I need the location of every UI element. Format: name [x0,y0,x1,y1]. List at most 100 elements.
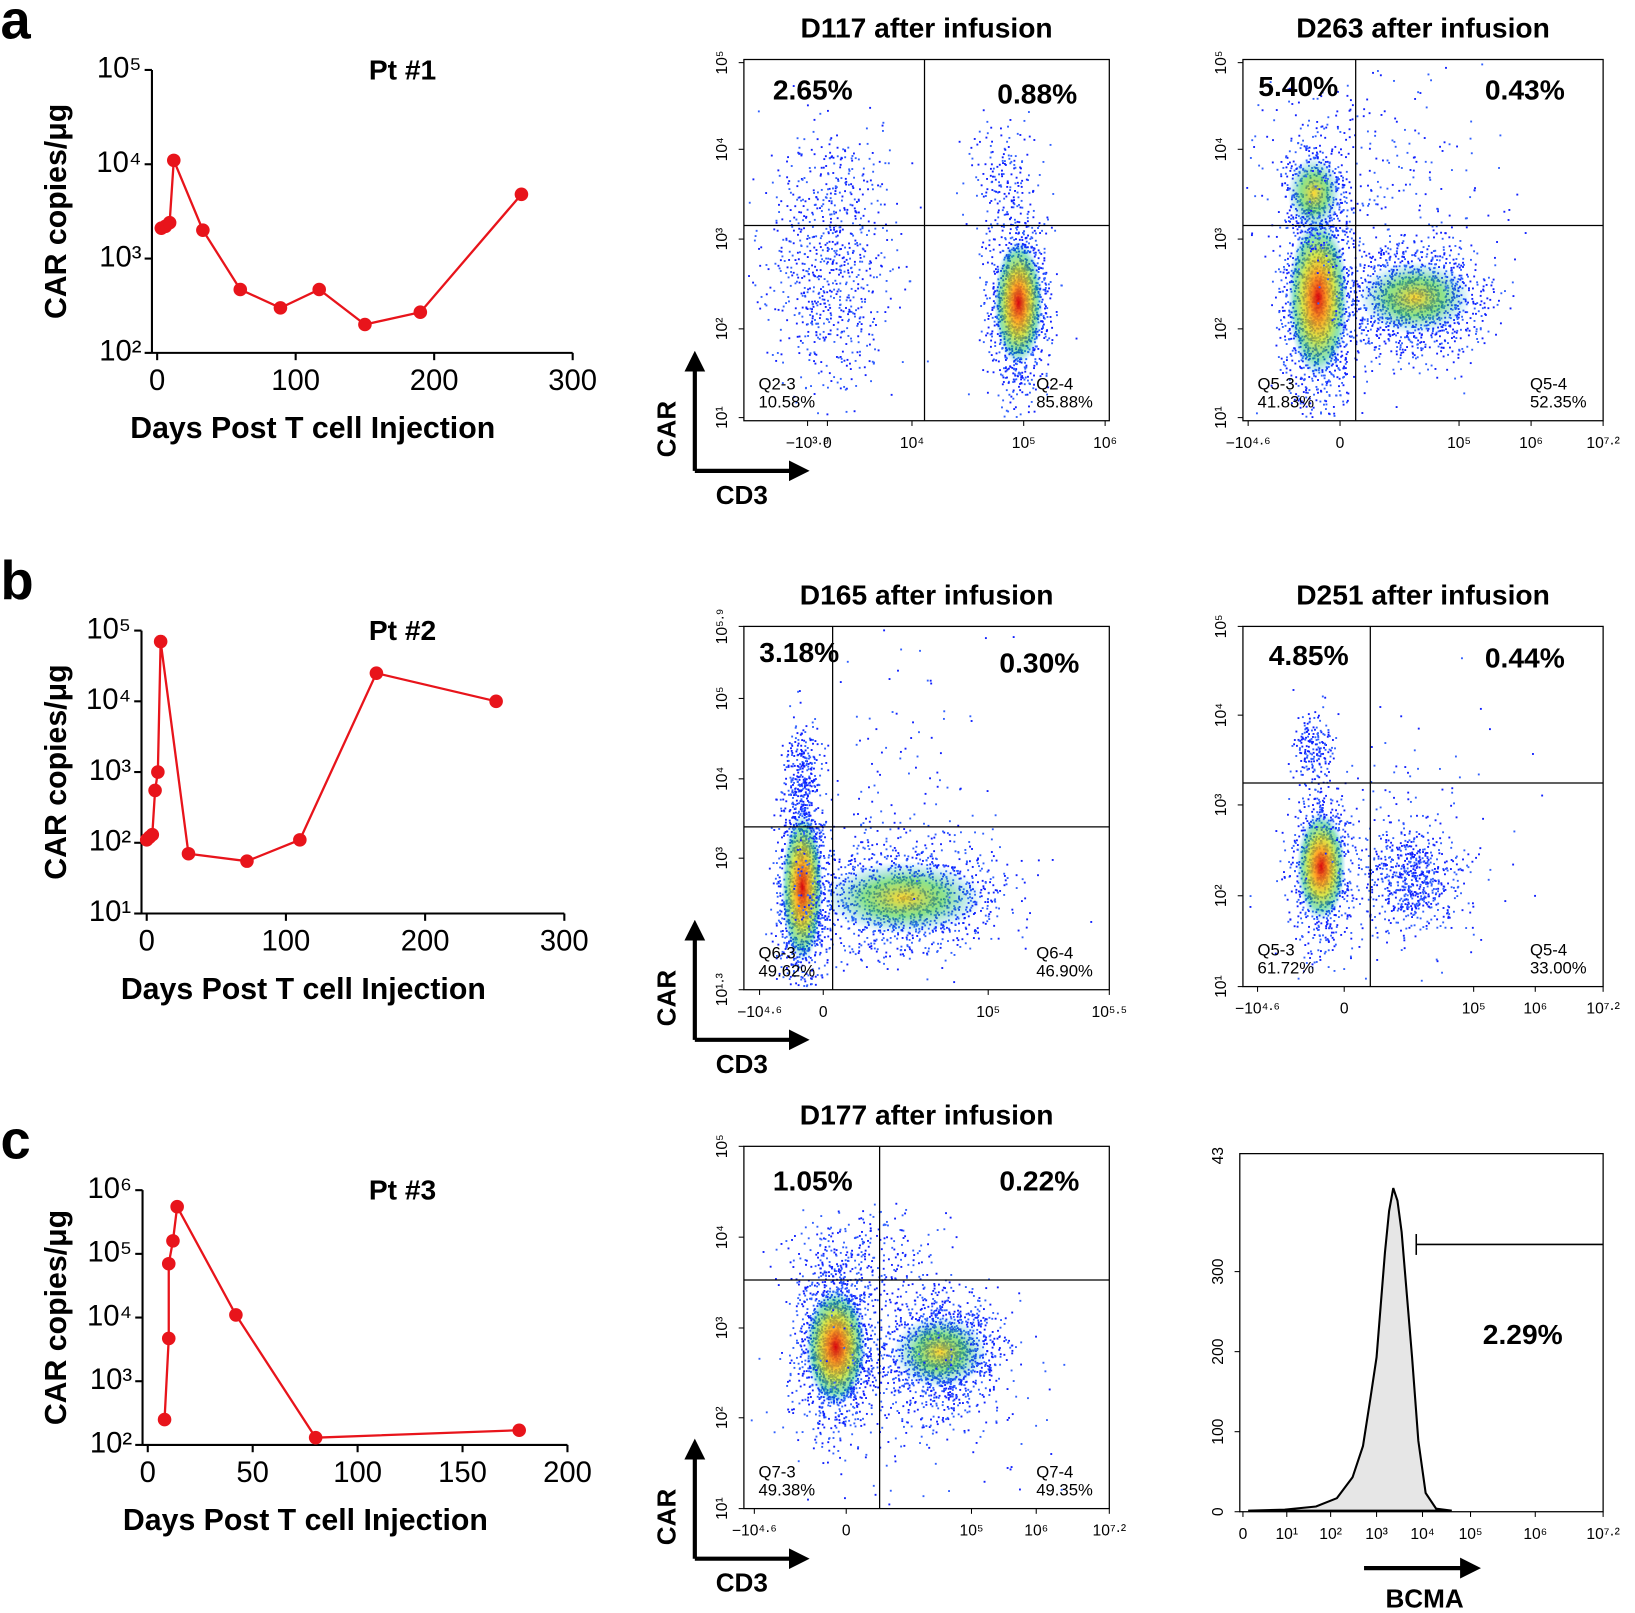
density-dot [1041,229,1044,232]
density-dot [1454,245,1457,247]
density-dot [1397,342,1400,344]
density-dot [1279,245,1282,248]
density-dot [831,240,834,243]
density-dot [844,177,847,180]
density-dot [799,239,802,242]
density-dot [975,176,978,179]
density-dot [1299,406,1302,409]
density-dot [1357,308,1360,311]
density-dot [1040,350,1043,353]
density-dot [1021,376,1024,379]
density-dot [1347,240,1350,243]
density-dot [1465,226,1468,229]
density-dot [832,210,835,213]
density-dot [842,148,845,151]
density-dot [1460,264,1463,267]
density-dot [985,232,988,235]
density-dot [970,146,973,149]
density-dot [849,368,852,370]
density-dot [845,281,848,284]
density-dot [1320,411,1322,414]
density-dot [871,188,874,191]
density-dot [1342,400,1345,403]
density-dot [1000,134,1003,137]
density-dot [859,256,862,259]
density-dot [879,203,882,206]
density-dot [795,262,798,265]
density-dot [870,311,872,314]
density-dot [835,235,838,238]
density-dot [861,193,864,196]
density-dot [1470,244,1473,247]
density-dot [1032,216,1035,219]
density-dot [780,200,783,203]
density-dot [1449,261,1451,264]
density-dot [1335,310,1338,313]
density-dot [1350,186,1353,189]
density-dot [986,370,989,373]
density-dot [998,351,1001,354]
density-dot [815,252,818,255]
density-dot [812,130,815,133]
density-dot [832,187,834,190]
density-dot [1041,267,1044,270]
density-dot [839,303,842,306]
density-dot [1044,335,1047,338]
density-dot [1341,382,1344,384]
density-dot [1346,242,1348,245]
density-dot [1040,327,1043,330]
density-dot [1000,173,1003,176]
density-dot [998,343,1001,346]
density-dot [1302,402,1305,405]
density-dot [1005,243,1008,246]
density-dot [1277,356,1280,358]
density-dot [862,287,865,290]
density-dot [911,162,914,165]
density-dot [1283,268,1286,271]
density-dot [1001,406,1003,409]
density-dot [1288,389,1291,392]
density-dot [810,148,813,151]
density-dot [1395,406,1398,409]
density-dot [788,250,791,253]
density-dot [1388,235,1391,237]
density-dot [860,306,863,309]
density-dot [1492,288,1495,291]
density-dot [805,386,807,389]
density-dot [1042,272,1045,275]
density-dot [852,152,855,155]
density-dot [1308,376,1311,378]
density-dot [806,237,809,240]
density-dot [1340,193,1343,196]
density-dot [1363,250,1366,253]
density-dot [877,349,880,352]
density-dot [1474,263,1477,266]
density-dot [866,284,869,287]
density-dot [817,322,820,325]
density-dot [864,300,866,303]
density-dot [1377,328,1380,331]
density-dot [817,300,819,303]
density-dot [1350,228,1353,231]
x-tick-label: 0 [149,365,165,397]
density-dot [1452,266,1455,269]
density-dot [1009,186,1012,189]
density-dot [1359,264,1362,267]
density-dot [1044,282,1047,285]
density-dot [1332,374,1335,377]
density-dot [816,304,819,307]
density-dot [869,260,872,263]
density-dot [1044,307,1046,310]
density-dot [843,359,846,362]
density-dot [833,228,836,231]
density-dot [1348,294,1351,297]
density-dot [1290,374,1293,377]
density-dot [1367,340,1370,343]
x-tick-label: 10⁴ [900,435,924,452]
x-tick-label: 200 [410,365,459,397]
density-dot [820,205,823,208]
density-dot [866,234,868,236]
density-dot [975,194,978,197]
density-dot [830,269,833,271]
density-dot [833,204,836,207]
